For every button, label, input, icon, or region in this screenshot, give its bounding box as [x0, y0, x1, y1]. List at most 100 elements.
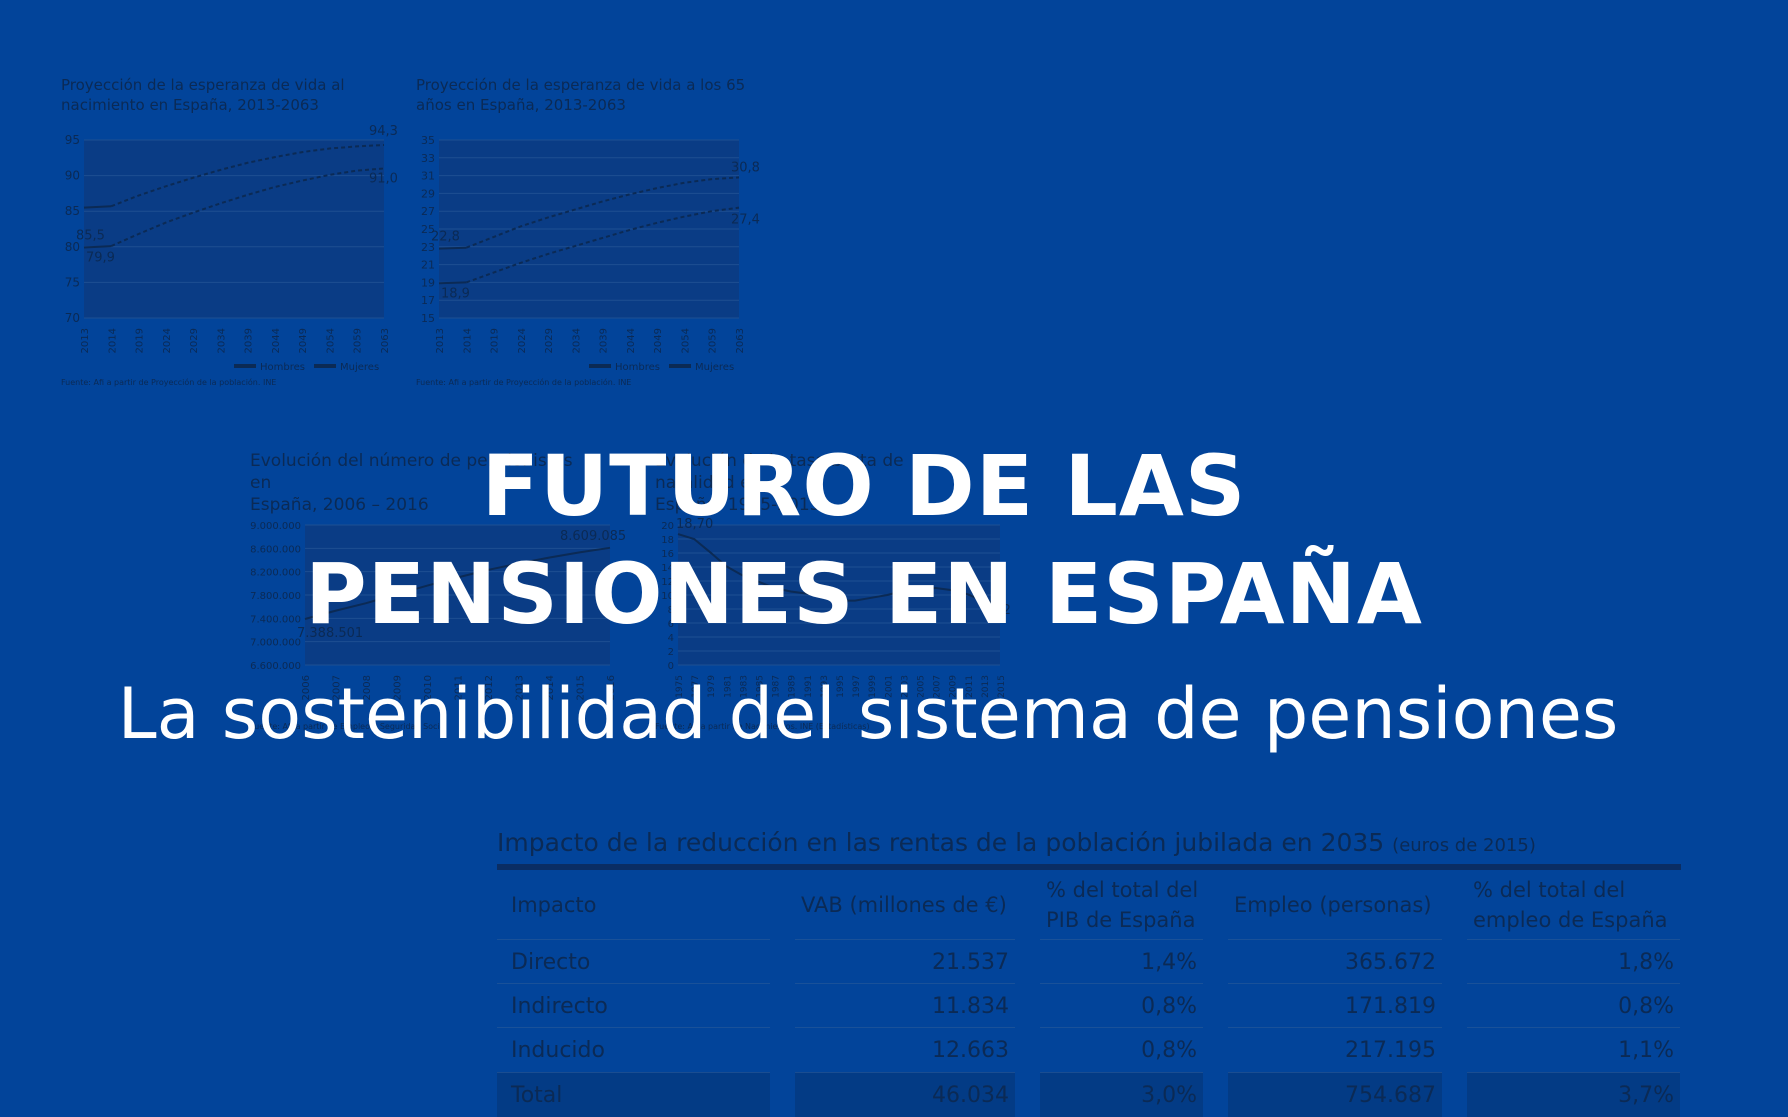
chart-1-x-tick-label: 2024: [162, 328, 173, 353]
table-cell: 365.672: [1345, 950, 1436, 975]
table-total-row-bg: [1040, 1072, 1203, 1117]
table-total-row-bg: [1467, 1072, 1680, 1117]
chart-1-x-tick-label: 2044: [271, 328, 282, 353]
table-total-row-bg: [497, 1072, 770, 1117]
chart-4-y-tick-label: 8: [668, 605, 674, 616]
table-header-cell: Empleo (personas): [1234, 893, 1432, 917]
chart-3-y-tick-label: 7.800.000: [250, 591, 301, 602]
table-cell: 1,4%: [1141, 950, 1197, 975]
chart-3-data-label: 8.609.085: [560, 529, 626, 544]
chart-2-data-label: 22,8: [431, 230, 460, 245]
chart-1-x-tick-label: 2034: [216, 328, 227, 353]
chart-3-x-tick-label: 2010: [423, 675, 434, 700]
chart-4-x-tick-label: 1987: [772, 675, 782, 698]
chart-4-title-line2: España, 1975-2015: [655, 495, 821, 515]
chart-4-x-tick-label: 2005: [917, 675, 927, 698]
chart-2-legend-label: Hombres: [615, 362, 660, 373]
table-title-unit: (euros de 2015): [1392, 835, 1536, 856]
chart-4-y-tick-label: 18: [661, 535, 674, 546]
table-header-cell: PIB de España: [1046, 908, 1196, 932]
table-cell: 46.034: [932, 1083, 1009, 1108]
table-row-divider: [1228, 1072, 1442, 1073]
table-row-divider: [1467, 983, 1680, 984]
chart-2-x-tick-label: 2063: [735, 328, 746, 353]
chart-3-x-tick-label: 2014: [545, 675, 556, 700]
chart-1-data-label: 94,3: [369, 125, 398, 139]
chart-1-x-tick-label: 2019: [135, 328, 146, 353]
chart-2-y-tick-label: 19: [421, 276, 435, 289]
chart-1-x-tick-label: 2049: [298, 328, 309, 353]
chart-2-y-tick-label: 15: [421, 312, 435, 325]
chart-1-y-tick-label: 85: [65, 204, 80, 218]
table-row-divider: [795, 1027, 1015, 1028]
chart-2-x-tick-label: 2049: [653, 328, 664, 353]
chart-2-y-tick-label: 17: [421, 294, 435, 307]
table-total-row-bg: [795, 1072, 1015, 1117]
table-row-divider: [497, 939, 770, 940]
chart-1-y-tick-label: 90: [65, 169, 80, 183]
slide-subtitle: La sostenibilidad del sistema de pension…: [117, 673, 1619, 755]
chart-3-x-tick-label: 2009: [393, 675, 404, 700]
chart-2-legend-label: Mujeres: [695, 362, 734, 373]
chart-4-x-tick-label: 2003: [900, 675, 910, 698]
chart-2-x-tick-label: 2039: [599, 328, 610, 353]
chart-4-x-tick-label: 1977: [691, 675, 701, 698]
chart-2-y-tick-label: 35: [421, 134, 435, 147]
chart-2-x-tick-label: 2059: [708, 328, 719, 353]
chart-4-x-tick-label: 1981: [723, 675, 733, 698]
chart-4-y-tick-label: 12: [661, 577, 674, 588]
table-row-divider: [795, 1072, 1015, 1073]
chart-1-legend-label: Hombres: [260, 362, 305, 373]
chart-2-x-tick-label: 2014: [462, 328, 473, 353]
chart-2-x-tick-label: 2044: [626, 328, 637, 353]
chart-2-y-tick-label: 23: [421, 241, 435, 254]
table-cell: 3,0%: [1141, 1083, 1197, 1108]
table-title: Impacto de la reducción en las rentas de…: [497, 828, 1536, 857]
chart-1-title: Proyección de la esperanza de vida al na…: [61, 75, 391, 115]
chart-4-y-tick-label: 0: [668, 661, 674, 672]
chart-2-x-tick-label: 2013: [435, 328, 446, 353]
chart-2-x-tick-label: 2034: [571, 328, 582, 353]
chart-2-data-label: 18,9: [441, 286, 470, 301]
chart-1-source: Fuente: Afi a partir de Proyección de la…: [61, 378, 277, 387]
chart-4-y-tick-label: 16: [661, 549, 674, 560]
table-title-text: Impacto de la reducción en las rentas de…: [497, 828, 1385, 857]
chart-2-x-tick-label: 2019: [490, 328, 501, 353]
slide-title: FUTURO DE LAS PENSIONES EN ESPAÑA: [0, 432, 1728, 648]
table-row-divider: [1467, 1027, 1680, 1028]
table-row-divider: [1228, 939, 1442, 940]
table-cell: 0,8%: [1141, 994, 1197, 1019]
chart-1-data-label: 85,5: [76, 229, 105, 244]
chart-1-x-tick-label: 2063: [380, 328, 391, 353]
chart-4-x-tick-label: 1995: [836, 675, 846, 698]
chart-1-series-2-line: [83, 205, 112, 209]
chart-1-x-tick-label: 2054: [325, 328, 336, 353]
chart-4-x-tick-label: 1989: [788, 675, 798, 698]
chart-1-y-tick-label: 70: [65, 311, 80, 325]
chart-4-x-tick-label: 2013: [981, 675, 991, 698]
chart-2-x-tick-label: 2054: [680, 328, 691, 353]
chart-2-x-tick-label: 2024: [517, 328, 528, 353]
chart-3-y-tick-label: 7.400.000: [250, 614, 301, 625]
table-cell: 21.537: [932, 950, 1009, 975]
chart-2-data-label: 30,8: [731, 160, 760, 175]
chart-4-x-tick-label: 1999: [868, 675, 878, 698]
chart-4-x-tick-label: 2011: [965, 675, 975, 698]
chart-3-series-1-line: [304, 546, 611, 620]
chart-4-x-tick-label: 1997: [852, 675, 862, 698]
chart-4-x-tick-label: 2009: [949, 675, 959, 698]
chart-2-title-line2: años en España, 2013-2063: [416, 96, 626, 114]
slide-title-line2: PENSIONES EN ESPAÑA: [305, 545, 1423, 643]
chart-3-x-tick-label: 2008: [362, 675, 373, 700]
chart-4-y-tick-label: 2: [668, 647, 674, 658]
chart-4-x-tick-label: 2015: [997, 675, 1007, 698]
chart-4-data-label: 9,02: [982, 603, 1011, 618]
table-cell: 11.834: [932, 994, 1009, 1019]
chart-1-series-1-line: [83, 245, 112, 249]
table-header-cell: empleo de España: [1473, 908, 1668, 932]
chart-1-x-tick-label: 2014: [107, 328, 118, 353]
chart-3-title-line2: España, 2006 – 2016: [250, 495, 429, 515]
chart-4-x-tick-label: 1985: [756, 675, 766, 698]
